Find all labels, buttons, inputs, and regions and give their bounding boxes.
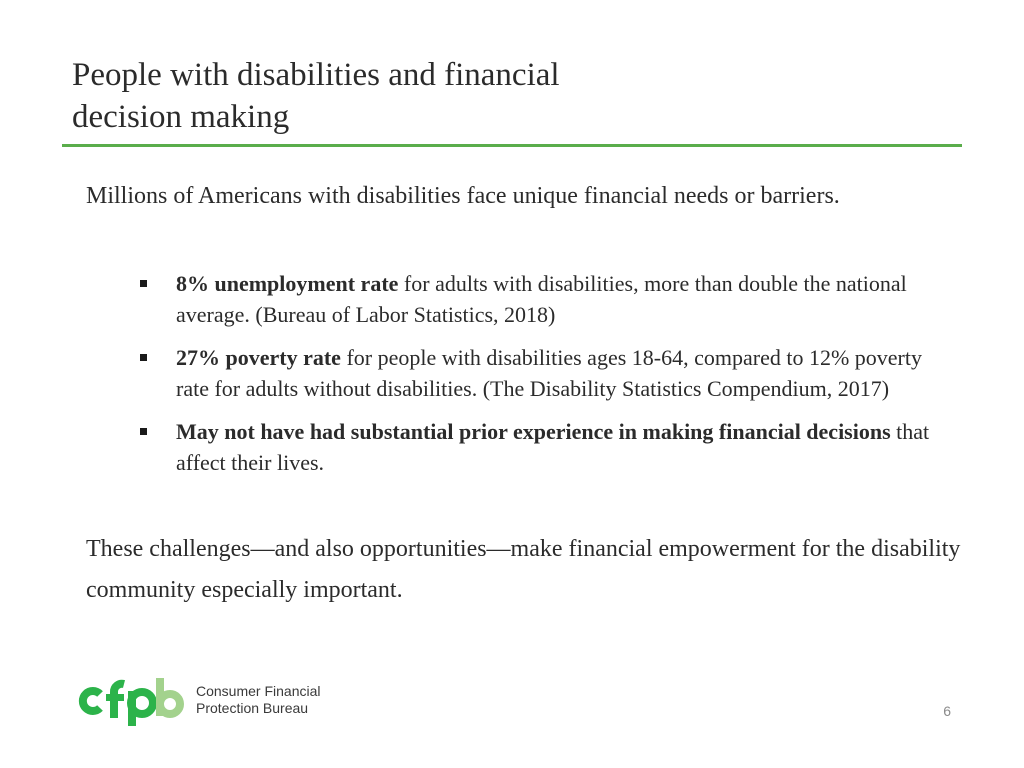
logo-text-line-1: Consumer Financial (196, 683, 321, 699)
page-number: 6 (943, 703, 951, 719)
slide-title: People with disabilities and financial d… (72, 54, 772, 138)
bullet-bold-text: May not have had substantial prior exper… (176, 419, 891, 444)
bullet-item-poverty: 27% poverty rate for people with disabil… (135, 342, 935, 404)
bullet-item-experience: May not have had substantial prior exper… (135, 416, 935, 478)
bullet-list: 8% unemployment rate for adults with dis… (135, 268, 935, 490)
closing-text: These challenges—and also opportunities—… (86, 536, 961, 603)
square-bullet-icon (140, 354, 147, 361)
bullet-bold-text: 8% unemployment rate (176, 271, 399, 296)
bullet-text: 8% unemployment rate for adults with dis… (176, 271, 907, 327)
logo-text: Consumer Financial Protection Bureau (196, 683, 321, 717)
bullet-text: 27% poverty rate for people with disabil… (176, 345, 922, 401)
bullet-regular-text: that affect their lives. (176, 419, 930, 475)
cfpb-logo-mark-icon (78, 678, 184, 726)
bullet-regular-text: for adults with disabilities, more than … (176, 271, 907, 327)
square-bullet-icon (140, 280, 147, 287)
bullet-regular-text: for people with disabilities ages 18-64,… (176, 345, 922, 401)
slide-title-line-2: decision making (72, 99, 290, 135)
cfpb-logo: Consumer Financial Protection Bureau (78, 674, 321, 726)
title-divider (62, 144, 962, 147)
slide-title-line-1: People with disabilities and financial (72, 57, 560, 93)
square-bullet-icon (140, 428, 147, 435)
bullet-text: May not have had substantial prior exper… (176, 419, 929, 475)
logo-text-line-2: Protection Bureau (196, 700, 309, 716)
bullet-item-unemployment: 8% unemployment rate for adults with dis… (135, 268, 935, 330)
bullet-bold-text: 27% poverty rate (176, 345, 341, 370)
intro-text: Millions of Americans with disabilities … (86, 183, 840, 209)
